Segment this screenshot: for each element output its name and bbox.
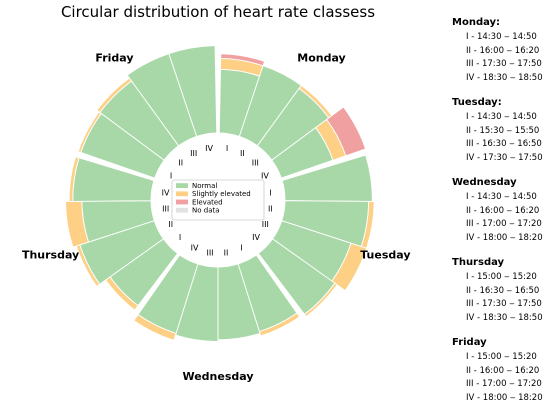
day-label-layer: Monday Tuesday Wednesday Thursday Friday xyxy=(22,52,411,383)
slot-label: IV xyxy=(205,144,213,153)
slot-label: II xyxy=(268,205,273,214)
legend-swatch xyxy=(176,199,188,205)
bar-wednesday-iv-slightly-elevated xyxy=(133,314,177,341)
legend-swatch xyxy=(176,191,188,197)
bar-friday-iv-normal xyxy=(168,45,218,138)
schedule-slot: I - 14:30 ‒ 14:50 xyxy=(466,32,537,42)
legend-box xyxy=(171,179,265,221)
schedule-day-title: Monday: xyxy=(452,17,501,28)
bar-monday-iv-elevated xyxy=(326,106,367,157)
day-label-friday: Friday xyxy=(95,52,133,65)
schedule-slot: IV - 18:00 ‒ 18:20 xyxy=(466,232,543,243)
chart-title: Circular distribution of heart rate clas… xyxy=(61,3,375,21)
schedule-slot: IV - 18:00 ‒ 18:20 xyxy=(466,392,543,403)
schedule-day-title: Tuesday: xyxy=(452,97,502,108)
schedule-slot: II - 16:00 ‒ 16:20 xyxy=(466,205,540,216)
slot-label: IV xyxy=(191,244,199,253)
slot-label: I xyxy=(179,233,181,242)
schedule-block: Monday: I - 14:30 ‒ 14:50 II - 16:00 ‒ 16:… xyxy=(452,17,548,85)
slot-label: II xyxy=(178,158,183,167)
legend-entry: Slightly elevated xyxy=(192,190,251,198)
schedule-slot: III - 16:30 ‒ 16:50 xyxy=(466,139,542,149)
schedule-slot: IV - 17:30 ‒ 17:50 xyxy=(466,152,543,163)
schedule-slot: I - 15:00 ‒ 15:20 xyxy=(466,352,537,362)
legend-entry: No data xyxy=(192,207,220,215)
slot-label: III xyxy=(190,149,197,158)
schedule-block: Tuesday: I - 14:30 ‒ 14:50 II - 15:30 ‒ 15… xyxy=(452,97,548,165)
day-label-thursday: Thursday xyxy=(22,248,79,261)
slot-label: IV xyxy=(252,233,260,242)
circular-chart: Circular distribution of heart rate clas… xyxy=(22,3,411,383)
slot-label: III xyxy=(252,158,259,167)
schedule-slot: II - 16:30 ‒ 16:50 xyxy=(466,285,540,296)
schedule-day-title: Wednesday xyxy=(452,177,517,188)
schedule-slot: I - 15:00 ‒ 15:20 xyxy=(466,272,537,282)
schedule-slot: II - 16:00 ‒ 16:20 xyxy=(466,45,540,56)
slot-label: III xyxy=(162,205,169,214)
day-label-wednesday: Wednesday xyxy=(182,370,253,383)
schedule-slot: III - 17:30 ‒ 17:50 xyxy=(466,299,542,309)
schedule-slot: III - 17:00 ‒ 17:20 xyxy=(466,379,542,389)
schedule-day-title: Thursday xyxy=(452,257,505,268)
slot-label: IV xyxy=(261,171,269,180)
bar-layer xyxy=(65,45,375,343)
schedule-slot: III - 17:00 ‒ 17:20 xyxy=(466,219,542,229)
slot-label: II xyxy=(224,248,229,257)
slot-label: I xyxy=(226,144,228,153)
slot-label: I xyxy=(170,171,172,180)
schedule-slot: IV - 18:30 ‒ 18:50 xyxy=(466,72,543,83)
slot-label: I xyxy=(240,244,242,253)
legend-entry: Normal xyxy=(192,182,217,190)
slot-label: I xyxy=(269,189,271,198)
schedule-slot: IV - 18:30 ‒ 18:50 xyxy=(466,312,543,323)
legend-swatch xyxy=(176,207,188,213)
schedule-block: Wednesday I - 14:30 ‒ 14:50 II - 16:00 ‒ 1… xyxy=(452,177,548,245)
schedule-slot: III - 17:30 ‒ 17:50 xyxy=(466,59,542,69)
slot-label: II xyxy=(240,149,245,158)
schedule-slot: I - 14:30 ‒ 14:50 xyxy=(466,192,537,202)
day-label-monday: Monday xyxy=(297,52,345,65)
schedule-slot: I - 14:30 ‒ 14:50 xyxy=(466,112,537,122)
day-label-tuesday: Tuesday xyxy=(360,248,410,261)
bar-thursday-iv-slightly-elevated xyxy=(68,156,80,202)
slot-label: III xyxy=(262,220,269,229)
legend-swatch xyxy=(176,183,188,188)
bar-tuesday-iv-slightly-elevated xyxy=(303,282,338,318)
schedule-slot: II - 15:30 ‒ 15:50 xyxy=(466,125,540,136)
legend-entry: Elevated xyxy=(192,198,223,206)
schedule-block: Thursday I - 15:00 ‒ 15:20 II - 16:30 ‒ 16… xyxy=(452,257,548,325)
slot-label: III xyxy=(206,248,213,257)
schedule-day-title: Friday xyxy=(452,337,487,348)
schedule-slot: II - 16:00 ‒ 16:20 xyxy=(466,365,540,376)
schedule-block: Friday I - 15:00 ‒ 15:20 II - 16:00 ‒ 16:2… xyxy=(452,337,548,405)
slot-label: II xyxy=(168,220,173,229)
slot-label: IV xyxy=(162,189,170,198)
schedule-legend: Monday: I - 14:30 ‒ 14:50 II - 16:00 ‒ 16:… xyxy=(452,17,548,417)
